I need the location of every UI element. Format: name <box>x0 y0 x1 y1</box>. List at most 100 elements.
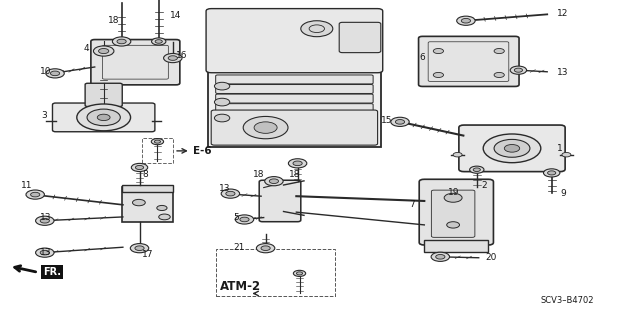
Circle shape <box>301 21 333 37</box>
FancyBboxPatch shape <box>216 85 373 93</box>
Circle shape <box>391 117 409 126</box>
Circle shape <box>51 71 60 76</box>
Circle shape <box>293 161 302 166</box>
Circle shape <box>97 114 110 121</box>
Text: 13: 13 <box>40 213 51 222</box>
Circle shape <box>214 98 230 106</box>
Text: 18: 18 <box>253 170 264 179</box>
Circle shape <box>473 168 481 172</box>
Circle shape <box>221 189 239 198</box>
Circle shape <box>510 66 527 74</box>
Text: 10: 10 <box>40 67 51 76</box>
Circle shape <box>135 246 144 250</box>
Circle shape <box>444 193 462 202</box>
Circle shape <box>261 246 270 250</box>
Circle shape <box>240 217 249 222</box>
Circle shape <box>461 19 470 23</box>
Circle shape <box>457 16 475 25</box>
Circle shape <box>433 72 444 78</box>
Text: SCV3–B4702: SCV3–B4702 <box>541 296 595 305</box>
FancyBboxPatch shape <box>216 94 373 103</box>
Circle shape <box>257 244 275 253</box>
Circle shape <box>93 46 114 56</box>
Circle shape <box>132 199 145 206</box>
Circle shape <box>31 192 40 197</box>
FancyBboxPatch shape <box>459 125 565 172</box>
FancyBboxPatch shape <box>208 10 381 147</box>
FancyBboxPatch shape <box>419 179 493 245</box>
Circle shape <box>40 250 49 255</box>
Circle shape <box>226 191 235 196</box>
Circle shape <box>164 54 182 63</box>
Circle shape <box>131 163 148 172</box>
Circle shape <box>113 37 131 46</box>
Circle shape <box>494 139 530 157</box>
Circle shape <box>131 244 148 253</box>
Text: 17: 17 <box>142 250 154 259</box>
Circle shape <box>157 205 167 211</box>
Text: 11: 11 <box>20 181 32 190</box>
FancyBboxPatch shape <box>52 103 155 132</box>
Circle shape <box>515 68 522 72</box>
Text: 7: 7 <box>410 200 415 209</box>
Text: 21: 21 <box>234 243 245 252</box>
Text: 5: 5 <box>234 213 239 222</box>
Text: 16: 16 <box>176 51 188 60</box>
FancyBboxPatch shape <box>419 36 519 86</box>
Text: 20: 20 <box>485 253 497 262</box>
Circle shape <box>46 69 64 78</box>
Circle shape <box>168 56 177 60</box>
Text: 13: 13 <box>40 248 51 257</box>
Text: 13: 13 <box>219 184 230 193</box>
Text: 12: 12 <box>557 9 568 18</box>
Circle shape <box>236 215 253 224</box>
Circle shape <box>296 272 303 275</box>
Circle shape <box>243 116 288 139</box>
Circle shape <box>151 138 164 145</box>
Circle shape <box>494 72 504 78</box>
Circle shape <box>504 145 520 152</box>
Circle shape <box>433 48 444 54</box>
FancyBboxPatch shape <box>216 75 373 84</box>
FancyBboxPatch shape <box>259 180 301 222</box>
Text: 15: 15 <box>381 116 392 125</box>
Bar <box>216 249 335 296</box>
Circle shape <box>155 40 163 43</box>
Circle shape <box>269 179 278 183</box>
Bar <box>142 138 173 163</box>
FancyBboxPatch shape <box>91 40 180 85</box>
Circle shape <box>254 122 277 133</box>
Text: 18: 18 <box>289 170 301 179</box>
Text: 14: 14 <box>170 11 181 20</box>
FancyBboxPatch shape <box>216 104 373 113</box>
Circle shape <box>470 166 484 173</box>
FancyBboxPatch shape <box>206 9 383 73</box>
Circle shape <box>117 39 126 44</box>
Circle shape <box>26 190 44 199</box>
Text: 8: 8 <box>142 170 148 179</box>
Text: 9: 9 <box>561 189 566 198</box>
Text: 3: 3 <box>42 111 47 120</box>
Circle shape <box>396 120 404 124</box>
Text: 18: 18 <box>108 16 119 25</box>
Circle shape <box>562 152 571 157</box>
Text: 4: 4 <box>83 44 89 53</box>
Circle shape <box>265 177 283 186</box>
Circle shape <box>214 82 230 90</box>
Text: 13: 13 <box>557 68 568 77</box>
Circle shape <box>36 216 54 225</box>
Text: 1: 1 <box>557 144 563 153</box>
Circle shape <box>154 140 161 143</box>
Text: E-6: E-6 <box>193 146 212 156</box>
Circle shape <box>431 252 449 261</box>
Circle shape <box>152 38 166 45</box>
FancyBboxPatch shape <box>122 185 173 192</box>
FancyBboxPatch shape <box>122 187 173 222</box>
FancyBboxPatch shape <box>85 83 122 107</box>
FancyBboxPatch shape <box>431 190 475 237</box>
Circle shape <box>87 109 120 126</box>
Circle shape <box>447 222 460 228</box>
Circle shape <box>453 152 462 157</box>
Circle shape <box>494 48 504 54</box>
Text: FR.: FR. <box>43 267 61 277</box>
